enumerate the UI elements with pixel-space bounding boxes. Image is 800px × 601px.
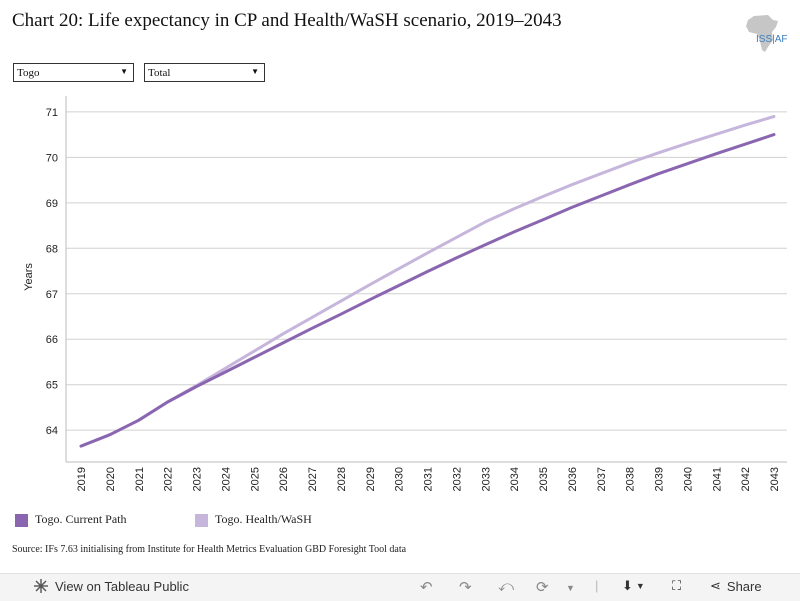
legend-swatch-health-wash — [195, 514, 208, 527]
x-tick-label: 2024 — [220, 467, 232, 491]
legend-item-health-wash[interactable]: Togo. Health/WaSH — [195, 512, 312, 527]
y-tick-label: 65 — [46, 380, 58, 392]
x-tick-label: 2021 — [134, 467, 146, 491]
dropdown-arrow-icon: ▼ — [120, 67, 128, 76]
dropdown-arrow-icon: ▼ — [251, 67, 259, 76]
x-tick-label: 2039 — [654, 467, 666, 491]
x-tick-label: 2026 — [278, 467, 290, 491]
x-tick-label: 2038 — [625, 467, 637, 491]
y-tick-label: 67 — [46, 289, 58, 301]
series-line-health-wash[interactable] — [79, 115, 776, 448]
legend-label: Togo. Current Path — [35, 512, 127, 526]
view-on-tableau-button[interactable]: View on Tableau Public — [33, 578, 189, 594]
measure-dropdown-value: Total — [148, 67, 171, 79]
source-note: Source: IFs 7.63 initialising from Insti… — [12, 544, 407, 555]
y-tick-label: 64 — [46, 425, 58, 437]
x-tick-label: 2019 — [76, 467, 88, 491]
x-tick-label: 2031 — [423, 467, 435, 491]
y-tick-label: 71 — [46, 107, 58, 119]
x-tick-label: 2029 — [365, 467, 377, 491]
share-button[interactable]: ⋖ Share — [710, 578, 762, 594]
x-tick-label: 2028 — [336, 467, 348, 491]
legend-item-current-path[interactable]: Togo. Current Path — [15, 512, 126, 527]
y-tick-label: 66 — [46, 334, 58, 346]
x-tick-label: 2035 — [538, 467, 550, 491]
x-tick-label: 2042 — [740, 467, 752, 491]
country-dropdown[interactable]: Togo ▼ — [13, 63, 134, 82]
y-tick-label: 68 — [46, 243, 58, 255]
x-ticks: 2019 2020 2021 2022 2023 2024 2025 2026 2027 2028… — [76, 467, 781, 491]
legend-label: Togo. Health/WaSH — [215, 512, 312, 526]
africa-map-logo-icon: ISS|AF — [746, 15, 788, 52]
x-tick-label: 2037 — [596, 467, 608, 491]
x-tick-label: 2030 — [394, 467, 406, 491]
toolbar-divider: | — [595, 578, 599, 593]
x-tick-label: 2027 — [307, 467, 319, 491]
x-tick-label: 2022 — [163, 467, 175, 491]
tableau-toolbar: View on Tableau Public ↶ ↷ ⤺ ⟳ ▼ | ⬇ ▼ ⛶… — [0, 573, 800, 601]
share-icon: ⋖ — [710, 578, 721, 593]
view-on-tableau-label: View on Tableau Public — [55, 578, 189, 594]
gridlines — [66, 111, 787, 431]
fullscreen-icon[interactable]: ⛶ — [672, 578, 682, 593]
x-tick-label: 2040 — [682, 467, 694, 491]
logo-text: ISS|AF — [756, 34, 788, 45]
x-tick-label: 2041 — [711, 467, 723, 491]
x-tick-label: 2025 — [249, 467, 261, 491]
series-line-current-path[interactable] — [79, 133, 776, 448]
tableau-logo-icon — [34, 579, 48, 593]
country-dropdown-value: Togo — [17, 67, 40, 79]
x-tick-label: 2043 — [769, 467, 781, 491]
redo-icon[interactable]: ↷ — [459, 579, 472, 596]
refresh-icon[interactable]: ⟳ — [536, 579, 549, 596]
download-icon[interactable]: ⬇ ▼ — [622, 578, 645, 593]
x-tick-label: 2034 — [509, 467, 521, 491]
share-label: Share — [726, 578, 762, 594]
series-lines — [79, 115, 776, 448]
x-tick-label: 2023 — [192, 467, 204, 491]
x-tick-label: 2033 — [480, 467, 492, 491]
refresh-dropdown-icon[interactable]: ▼ — [566, 583, 575, 593]
revert-icon[interactable]: ⤺ — [498, 578, 515, 595]
y-axis-label: Years — [23, 263, 35, 291]
x-tick-label: 2032 — [451, 467, 463, 491]
line-chart: 64 65 66 67 68 69 70 71 2019 2020 2021 2022 2023 202… — [23, 96, 787, 491]
x-tick-label: 2036 — [567, 467, 579, 491]
undo-icon[interactable]: ↶ — [420, 579, 433, 596]
legend-swatch-current-path — [15, 514, 28, 527]
y-tick-label: 69 — [46, 198, 58, 210]
y-tick-label: 70 — [46, 152, 58, 164]
chart-title: Chart 20: Life expectancy in CP and Heal… — [12, 10, 562, 31]
measure-dropdown[interactable]: Total ▼ — [144, 63, 265, 82]
y-ticks: 64 65 66 67 68 69 70 71 — [46, 107, 58, 437]
x-tick-label: 2020 — [105, 467, 117, 491]
